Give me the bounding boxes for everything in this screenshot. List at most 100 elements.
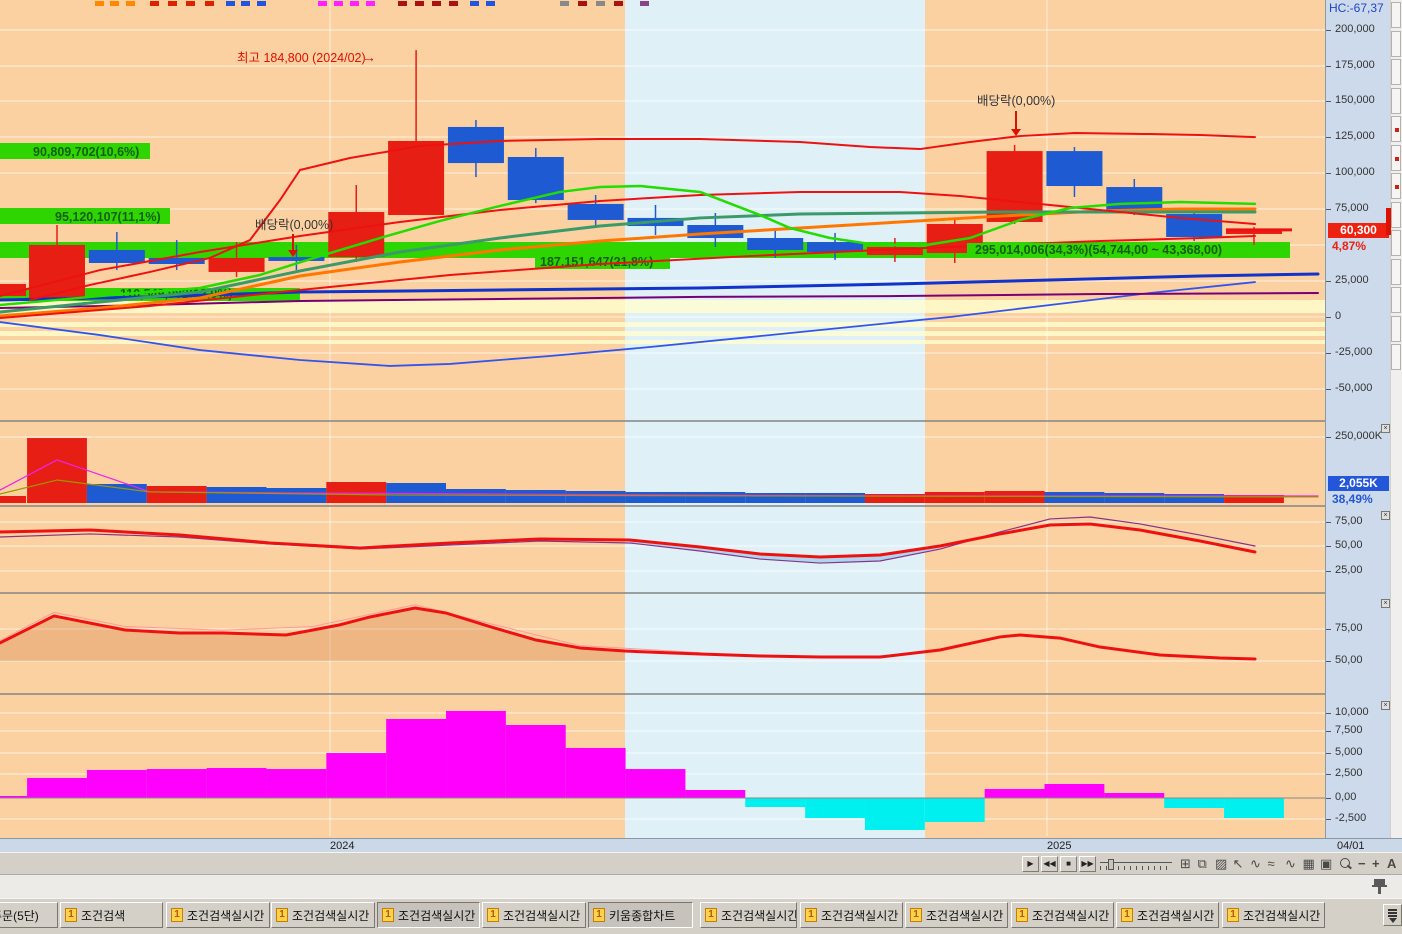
crosshair-cursor-icon[interactable]: ↖ — [1232, 856, 1244, 871]
price-axis-panel[interactable]: HC:-67,37 200,000 175,000 150,000 125,000 10… — [1325, 0, 1390, 838]
trendline-tool-icon[interactable]: ≈ — [1267, 856, 1275, 871]
mini-tool-button[interactable] — [1391, 287, 1401, 313]
pane-maximize-icon[interactable]: × — [1381, 701, 1390, 710]
status-strip — [0, 874, 1402, 898]
taskbar-tab[interactable]: 1 조건검색 — [60, 902, 163, 928]
window-icon: 1 — [593, 908, 605, 922]
mini-tool-button[interactable] — [1391, 230, 1401, 256]
zoom-icon[interactable] — [1340, 858, 1350, 868]
axis-tick-label: 75,000 — [1335, 202, 1369, 214]
window-icon: 1 — [487, 908, 499, 922]
taskbar-tab[interactable]: 1 조건검색실시간 — [1222, 902, 1325, 928]
taskbar-tab-label: 조건검색실시간 — [1137, 908, 1215, 923]
window-icon: 1 — [171, 908, 183, 922]
taskbar-tab[interactable]: 1 키움종합차트 — [588, 902, 693, 928]
taskbar-tab[interactable]: 1 조건검색실시간 — [1011, 902, 1114, 928]
zoom-slider[interactable] — [1100, 859, 1172, 870]
mini-tool-button[interactable] — [1391, 2, 1401, 28]
window-icon: 1 — [705, 908, 717, 922]
taskbar-tab-label: 조건검색실시간 — [503, 908, 581, 923]
taskbar-tab[interactable]: 1 조건검색실시간 — [905, 902, 1008, 928]
chart-grid-icon[interactable]: ▦ — [1302, 856, 1315, 871]
taskbar-tab[interactable]: 1 조건검색실시간 — [800, 902, 903, 928]
mini-tool-button[interactable] — [1391, 344, 1401, 370]
window-icon: 1 — [910, 908, 922, 922]
window-icon: 1 — [382, 908, 394, 922]
axis-tick-label: 175,000 — [1335, 59, 1375, 71]
compare-add-icon[interactable]: ⊞ — [1180, 856, 1191, 871]
pane-maximize-icon[interactable]: × — [1381, 511, 1390, 520]
text-tool-icon[interactable]: A — [1387, 856, 1397, 871]
candle-tool-icon[interactable]: ∿ — [1250, 856, 1261, 871]
tab-list-button[interactable] — [1383, 904, 1402, 926]
forward-button[interactable]: ▶▶ — [1079, 856, 1096, 872]
axis-tick-label: 50,00 — [1335, 539, 1363, 551]
axis-tick-label: 200,000 — [1335, 23, 1375, 35]
chart-plot[interactable]: 90,809,702(10,6%) 95,120,107(11,1%) 187,15… — [0, 0, 1325, 838]
axis-tick-label: 5,000 — [1335, 746, 1363, 758]
mini-tool-button[interactable] — [1391, 87, 1401, 114]
taskbar-tab[interactable]: 1 조건검색실시간 — [377, 902, 480, 928]
axis-tick-label: 25,000 — [1335, 274, 1369, 286]
taskbar-tab[interactable]: 1 조건검색실시간 — [1116, 902, 1219, 928]
zoom-in-icon[interactable]: + — [1372, 856, 1380, 871]
axis-tick-label: 10,000 — [1335, 706, 1369, 718]
zoom-out-icon[interactable]: − — [1358, 856, 1366, 871]
axis-tick-label: 0 — [1335, 310, 1342, 322]
mini-tool-button[interactable] — [1391, 59, 1401, 85]
taskbar-tab-label: 조건검색실시간 — [821, 908, 899, 923]
pane-maximize-icon[interactable]: × — [1381, 424, 1390, 433]
taskbar-tab-label: 조건검색실시간 — [1243, 908, 1321, 923]
chart-canvas[interactable]: 90,809,702(10,6%)95,120,107(11,1%)187,15… — [0, 0, 1325, 838]
axis-red-marker — [1386, 208, 1391, 235]
taskbar-tab[interactable]: 1 조건검색실시간 — [700, 902, 797, 928]
region-select-icon[interactable]: ▨ — [1215, 856, 1228, 871]
taskbar-tab[interactable]: 1 조건검색실시간 — [482, 902, 586, 928]
mini-tool-button[interactable] — [1391, 144, 1401, 171]
taskbar-tab-label: 조건검색실시간 — [292, 908, 370, 923]
mini-tool-button[interactable] — [1391, 258, 1401, 285]
axis-tick-label: -2,500 — [1335, 812, 1367, 824]
taskbar-tab-label: 조건검색실시간 — [398, 908, 476, 923]
svg-text:90,809,702(10,6%): 90,809,702(10,6%) — [33, 145, 139, 159]
slider-track — [1100, 862, 1172, 863]
axis-tick-label: 125,000 — [1335, 130, 1375, 142]
mini-tool-button[interactable] — [1391, 30, 1401, 57]
svg-text:배당락(0,00%): 배당락(0,00%) — [255, 218, 333, 232]
mini-tool-button[interactable] — [1391, 201, 1401, 228]
window-taskbar: 주문(5단) 1 조건검색 1 조건검색실시간 1 조건검색실시간 1 조건검색실시간 1 조건검색… — [0, 898, 1402, 934]
date-axis: 2024 2025 04/01 — [0, 838, 1402, 852]
svg-text:295,014,006(34,3%)(54,744,00 ~: 295,014,006(34,3%)(54,744,00 ~ 43,368,00… — [975, 243, 1222, 257]
axis-tick-label: 100,000 — [1335, 166, 1375, 178]
mini-tool-button[interactable] — [1391, 315, 1401, 342]
taskbar-tab-label: 키움종합차트 — [609, 908, 676, 923]
svg-text:95,120,107(11,1%): 95,120,107(11,1%) — [55, 210, 161, 224]
drawing-tools-strip[interactable] — [1391, 0, 1402, 838]
play-button[interactable]: ▶ — [1022, 856, 1039, 872]
taskbar-tab[interactable]: 1 조건검색실시간 — [271, 902, 375, 928]
axis-tick-label: 250,000K — [1335, 430, 1383, 442]
taskbar-tab[interactable]: 주문(5단) — [0, 902, 58, 928]
pane-maximize-icon[interactable]: × — [1381, 599, 1390, 608]
pin-icon[interactable] — [1372, 879, 1388, 894]
rewind-button[interactable]: ◀◀ — [1041, 856, 1058, 872]
window-icon: 1 — [1227, 908, 1239, 922]
axis-tick-label: 0,00 — [1335, 791, 1357, 803]
axis-tick-label: 25,00 — [1335, 564, 1363, 576]
axis-tick-label: 75,00 — [1335, 622, 1363, 634]
overlay-windows-icon[interactable]: ⧉ — [1197, 856, 1207, 871]
window-icon: 1 — [276, 908, 288, 922]
stop-button[interactable]: ■ — [1060, 856, 1077, 872]
mini-tool-button[interactable] — [1391, 173, 1401, 199]
taskbar-tab-label: 주문(5단) — [0, 908, 39, 923]
multiline-tool-icon[interactable]: ∿ — [1285, 856, 1296, 871]
slider-handle[interactable] — [1108, 859, 1114, 870]
snapshot-icon[interactable]: ▣ — [1320, 856, 1333, 871]
window-icon: 1 — [1016, 908, 1028, 922]
svg-text:→: → — [362, 49, 376, 65]
axis-tick-label: 50,00 — [1335, 654, 1363, 666]
axis-tick-label: -50,000 — [1335, 382, 1373, 394]
mini-tool-button[interactable] — [1391, 116, 1401, 142]
taskbar-tab[interactable]: 1 조건검색실시간 — [166, 902, 270, 928]
